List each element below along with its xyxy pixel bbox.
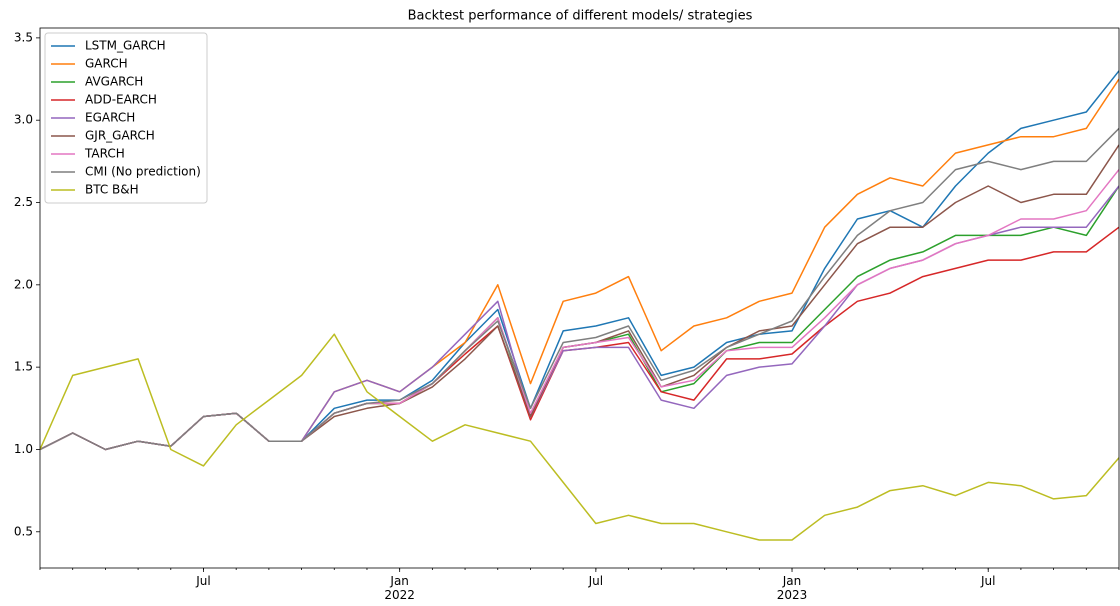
y-tick-label: 1.0 [14, 442, 33, 456]
series-line [40, 127, 1119, 451]
x-tick-label: Jan 2023 [776, 574, 808, 602]
legend-label: LSTM_GARCH [85, 39, 166, 53]
series-line [40, 226, 1119, 451]
legend-label: CMI (No prediction) [85, 165, 201, 179]
x-tick-label: Jan 2022 [384, 574, 415, 602]
y-tick-label: 0.5 [14, 524, 33, 538]
x-tick-label: Jul [980, 574, 996, 588]
y-tick-label: 1.5 [14, 360, 33, 374]
legend-box [44, 32, 208, 204]
lines [40, 70, 1119, 541]
series-line [40, 333, 1119, 541]
legend-label: GARCH [85, 57, 128, 71]
series-line [40, 169, 1119, 451]
series-line [40, 185, 1119, 451]
series-line [40, 185, 1119, 451]
legend-label: GJR_GARCH [85, 129, 155, 143]
legend-label: BTC B&H [85, 183, 139, 197]
legend-label: AVGARCH [85, 75, 143, 89]
y-tick-label: 2.0 [14, 277, 33, 291]
legend-label: TARCH [84, 147, 125, 161]
x-tick-label: Jul [588, 574, 604, 588]
legend: LSTM_GARCH GARCH AVGARCH ADD-EARCH EGARCH GJR… [44, 32, 208, 204]
legend-label: ADD-EARCH [85, 93, 157, 107]
legend-label: EGARCH [85, 111, 135, 125]
y-tick-label: 2.5 [14, 195, 33, 209]
chart-title: Backtest performance of different models… [408, 9, 753, 24]
plot-frame [39, 27, 1120, 569]
x-tick-label: Jul [196, 574, 211, 588]
y-tick-label: 3.5 [14, 30, 33, 44]
y-tick-label: 3.0 [14, 113, 33, 127]
